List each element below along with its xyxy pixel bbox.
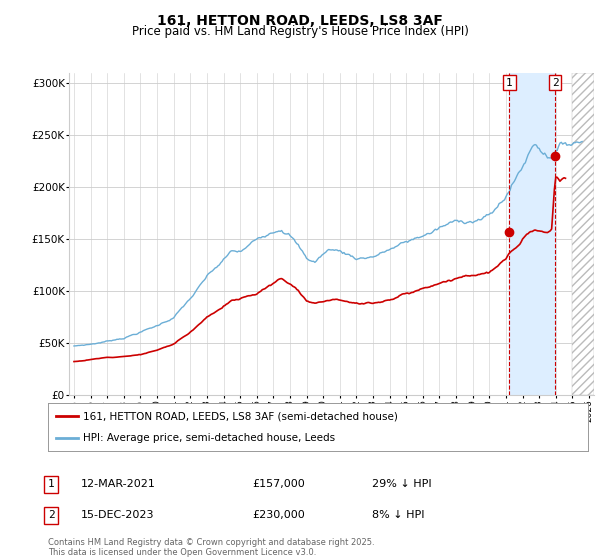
Text: 161, HETTON ROAD, LEEDS, LS8 3AF: 161, HETTON ROAD, LEEDS, LS8 3AF bbox=[157, 14, 443, 28]
Bar bbox=[572, 73, 594, 395]
Text: 29% ↓ HPI: 29% ↓ HPI bbox=[372, 479, 431, 489]
Text: 1: 1 bbox=[506, 78, 513, 87]
Text: 2: 2 bbox=[47, 510, 55, 520]
Text: 1: 1 bbox=[47, 479, 55, 489]
Text: 161, HETTON ROAD, LEEDS, LS8 3AF (semi-detached house): 161, HETTON ROAD, LEEDS, LS8 3AF (semi-d… bbox=[83, 411, 398, 421]
Text: 8% ↓ HPI: 8% ↓ HPI bbox=[372, 510, 425, 520]
Text: 2: 2 bbox=[552, 78, 559, 87]
Text: £157,000: £157,000 bbox=[252, 479, 305, 489]
Text: HPI: Average price, semi-detached house, Leeds: HPI: Average price, semi-detached house,… bbox=[83, 433, 335, 443]
Text: 15-DEC-2023: 15-DEC-2023 bbox=[81, 510, 155, 520]
Text: Contains HM Land Registry data © Crown copyright and database right 2025.
This d: Contains HM Land Registry data © Crown c… bbox=[48, 538, 374, 557]
Bar bbox=[572, 73, 594, 395]
Text: Price paid vs. HM Land Registry's House Price Index (HPI): Price paid vs. HM Land Registry's House … bbox=[131, 25, 469, 38]
Text: £230,000: £230,000 bbox=[252, 510, 305, 520]
Text: 12-MAR-2021: 12-MAR-2021 bbox=[81, 479, 156, 489]
Bar bbox=[509, 73, 555, 395]
